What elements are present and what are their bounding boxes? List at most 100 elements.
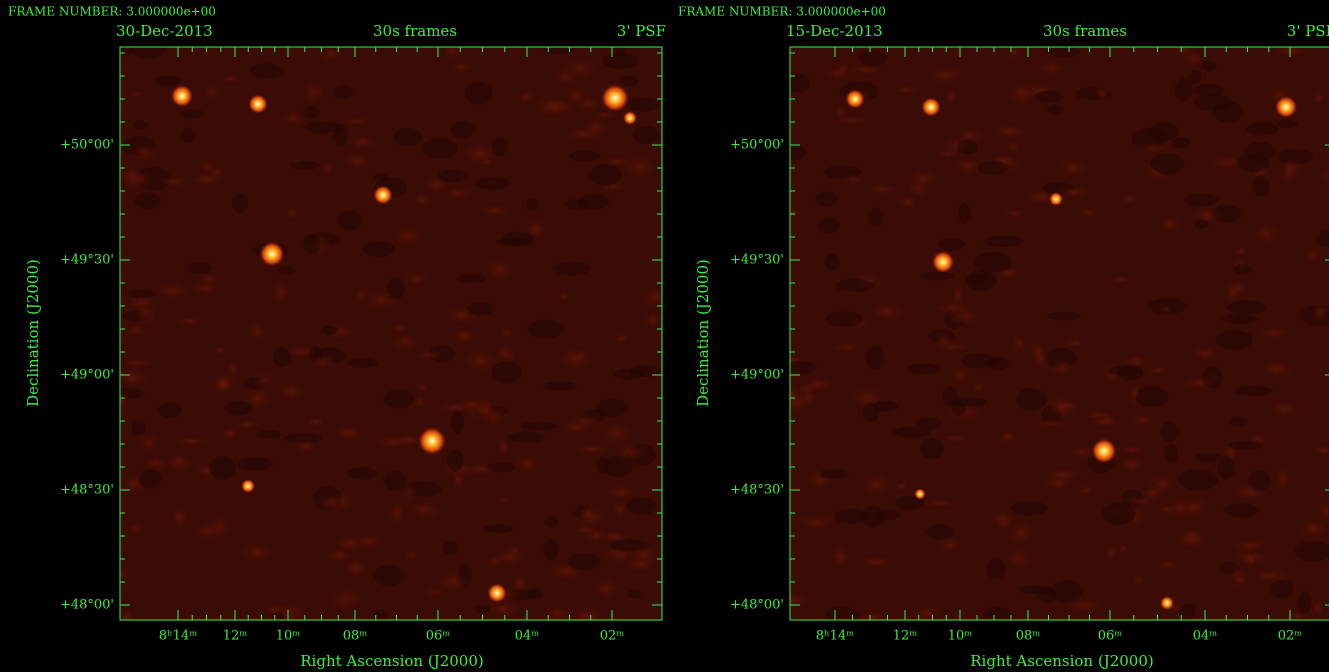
noise	[1147, 366, 1170, 375]
noise	[1218, 456, 1235, 480]
source	[1160, 596, 1174, 610]
x-tick-label: 08ᵐ	[1016, 629, 1041, 644]
noise	[119, 359, 157, 367]
noise	[835, 279, 875, 292]
noise	[556, 347, 594, 371]
noise	[1115, 445, 1147, 454]
noise	[463, 350, 499, 373]
noise	[1018, 585, 1053, 594]
noise	[868, 302, 905, 321]
noise	[495, 547, 526, 566]
x-tick-label: 12ᵐ	[223, 629, 248, 644]
noise	[956, 128, 984, 143]
noise	[364, 290, 398, 310]
noise	[374, 565, 404, 587]
noise	[643, 312, 663, 328]
noise	[847, 65, 884, 75]
noise	[529, 588, 543, 599]
noise	[450, 121, 475, 138]
noise	[220, 74, 243, 83]
noise	[1312, 91, 1325, 106]
noise	[928, 65, 964, 84]
noise	[1029, 340, 1046, 361]
noise	[273, 348, 291, 368]
noise	[783, 144, 805, 160]
noise	[421, 139, 458, 159]
noise	[922, 498, 961, 508]
noise	[388, 502, 405, 525]
noise	[1012, 335, 1028, 351]
noise	[303, 81, 325, 103]
noise	[520, 422, 559, 431]
noise	[938, 537, 960, 554]
noise	[332, 426, 366, 440]
noise	[239, 543, 275, 562]
noise	[1202, 61, 1217, 72]
noise	[457, 274, 487, 283]
noise	[598, 530, 631, 543]
noise	[303, 235, 321, 253]
noise	[509, 432, 545, 443]
noise	[1108, 275, 1133, 283]
noise	[625, 98, 659, 112]
noise	[1195, 453, 1221, 462]
noise	[303, 106, 320, 118]
noise	[443, 540, 459, 555]
noise	[859, 51, 887, 67]
noise	[322, 326, 337, 335]
noise	[831, 343, 861, 353]
noise	[987, 357, 1008, 370]
noise	[623, 556, 657, 572]
noise	[571, 525, 600, 535]
noise	[990, 124, 1029, 138]
noise	[277, 382, 305, 400]
x-tick-label: 06ᵐ	[426, 629, 451, 644]
noise	[271, 281, 291, 304]
noise	[1093, 86, 1111, 101]
noise	[465, 82, 493, 105]
noise	[214, 372, 237, 394]
x-tick-label: 02ᵐ	[600, 629, 625, 644]
noise	[614, 333, 629, 344]
noise	[1047, 312, 1081, 320]
noise	[1222, 314, 1258, 324]
noise	[996, 267, 1020, 278]
noise	[938, 238, 964, 251]
noise	[1244, 553, 1258, 566]
noise	[479, 204, 511, 217]
noise	[525, 218, 548, 241]
date: 30-Dec-2013	[116, 22, 213, 40]
noise	[1189, 70, 1201, 84]
noise	[347, 134, 378, 150]
noise	[1011, 501, 1048, 515]
noise	[825, 607, 859, 624]
noise	[907, 363, 939, 373]
source	[1275, 96, 1297, 118]
noise	[320, 161, 335, 176]
y-tick-label: +49°30'	[60, 253, 114, 268]
noise	[1309, 599, 1324, 617]
noise	[909, 170, 939, 187]
noise	[383, 389, 414, 408]
noise	[473, 605, 491, 613]
x-tick-label: 06ᵐ	[1098, 629, 1123, 644]
noise	[155, 76, 181, 86]
noise	[986, 559, 1006, 579]
x-tick-label: 08ᵐ	[343, 629, 368, 644]
noise	[555, 292, 573, 301]
noise	[401, 481, 418, 502]
x-tick-label: 8ʰ14ᵐ	[816, 629, 854, 644]
noise	[1224, 503, 1259, 517]
noise	[1184, 194, 1218, 206]
noise	[333, 86, 353, 100]
noise	[835, 509, 866, 524]
noise	[815, 192, 837, 207]
noise	[130, 143, 158, 162]
noise	[826, 68, 848, 79]
noise	[1035, 91, 1063, 103]
noise	[1082, 410, 1114, 420]
noise	[1179, 469, 1219, 491]
noise	[252, 371, 276, 390]
source	[241, 479, 255, 493]
